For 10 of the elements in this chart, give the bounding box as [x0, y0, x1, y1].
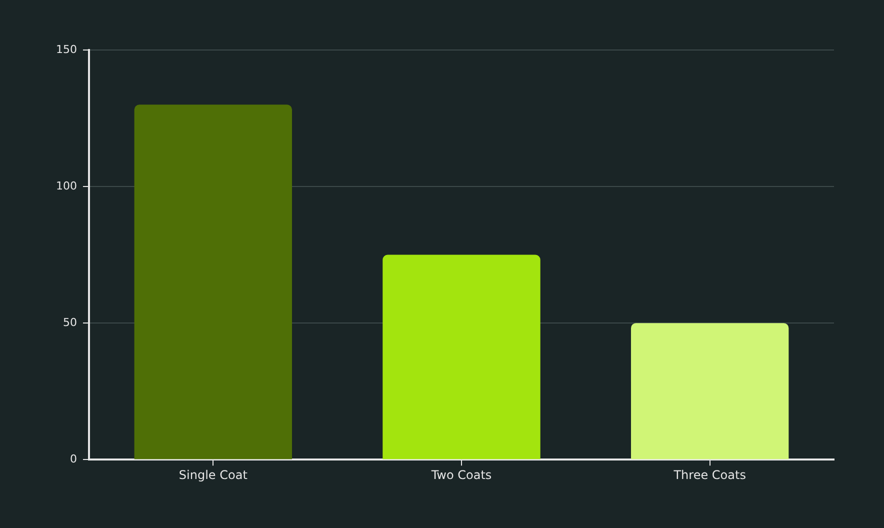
y-tick-label: 50 — [62, 316, 77, 329]
bar — [382, 254, 540, 460]
y-tick-label: 100 — [56, 179, 77, 192]
y-tick-label: 150 — [56, 42, 77, 56]
bar — [630, 323, 789, 460]
y-tick-label: 0 — [70, 452, 77, 466]
x-tick-label: Two Coats — [430, 468, 492, 482]
x-tick-label: Single Coat — [178, 468, 248, 482]
bar — [134, 104, 292, 460]
x-tick-label: Three Coats — [672, 468, 746, 482]
